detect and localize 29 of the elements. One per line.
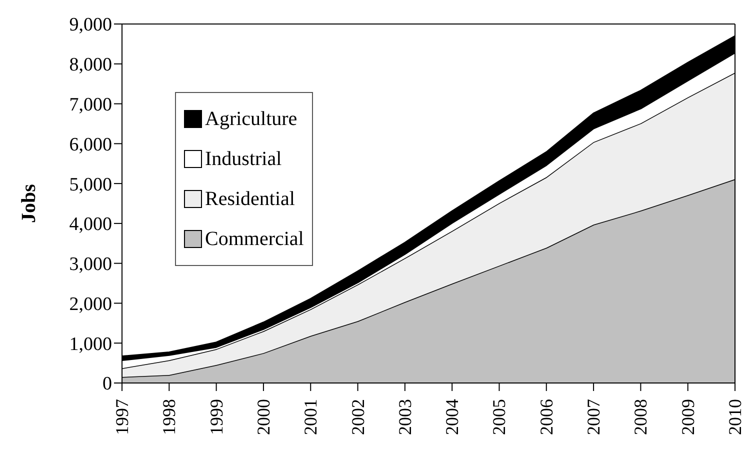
y-tick-label: 3,000: [69, 254, 112, 276]
x-tick-label: 2010: [725, 399, 745, 435]
legend-label: Agriculture: [205, 108, 298, 130]
x-tick-label: 2003: [394, 399, 415, 435]
y-tick-label: 9,000: [69, 14, 112, 36]
y-axis-title: Jobs: [18, 184, 40, 223]
x-tick-label: 1998: [159, 399, 180, 435]
y-tick-label: 7,000: [69, 94, 112, 116]
x-tick-label: 1999: [206, 399, 226, 435]
legend-label: Commercial: [205, 228, 304, 250]
y-tick-label: 0: [102, 374, 112, 395]
y-tick-label: 5,000: [69, 174, 112, 196]
y-tick-label: 6,000: [69, 134, 112, 156]
x-tick-label: 2008: [630, 399, 651, 435]
legend-label: Residential: [205, 188, 295, 210]
x-tick-label: 2001: [300, 399, 321, 435]
x-tick-label: 2009: [678, 399, 698, 435]
legend-label: Industrial: [205, 148, 282, 170]
x-tick-label: 2000: [253, 399, 274, 435]
x-tick-label: 2005: [489, 399, 510, 435]
y-tick-label: 4,000: [69, 214, 112, 236]
x-tick-label: 2004: [442, 399, 462, 435]
y-tick-label: 2,000: [69, 294, 112, 315]
y-tick-label: 8,000: [69, 54, 112, 76]
y-tick-label: 1,000: [69, 334, 112, 355]
x-tick-label: 2002: [348, 399, 368, 435]
x-tick-label: 1997: [112, 399, 132, 435]
x-tick-label: 2006: [536, 399, 556, 435]
x-tick-label: 2007: [584, 399, 604, 435]
